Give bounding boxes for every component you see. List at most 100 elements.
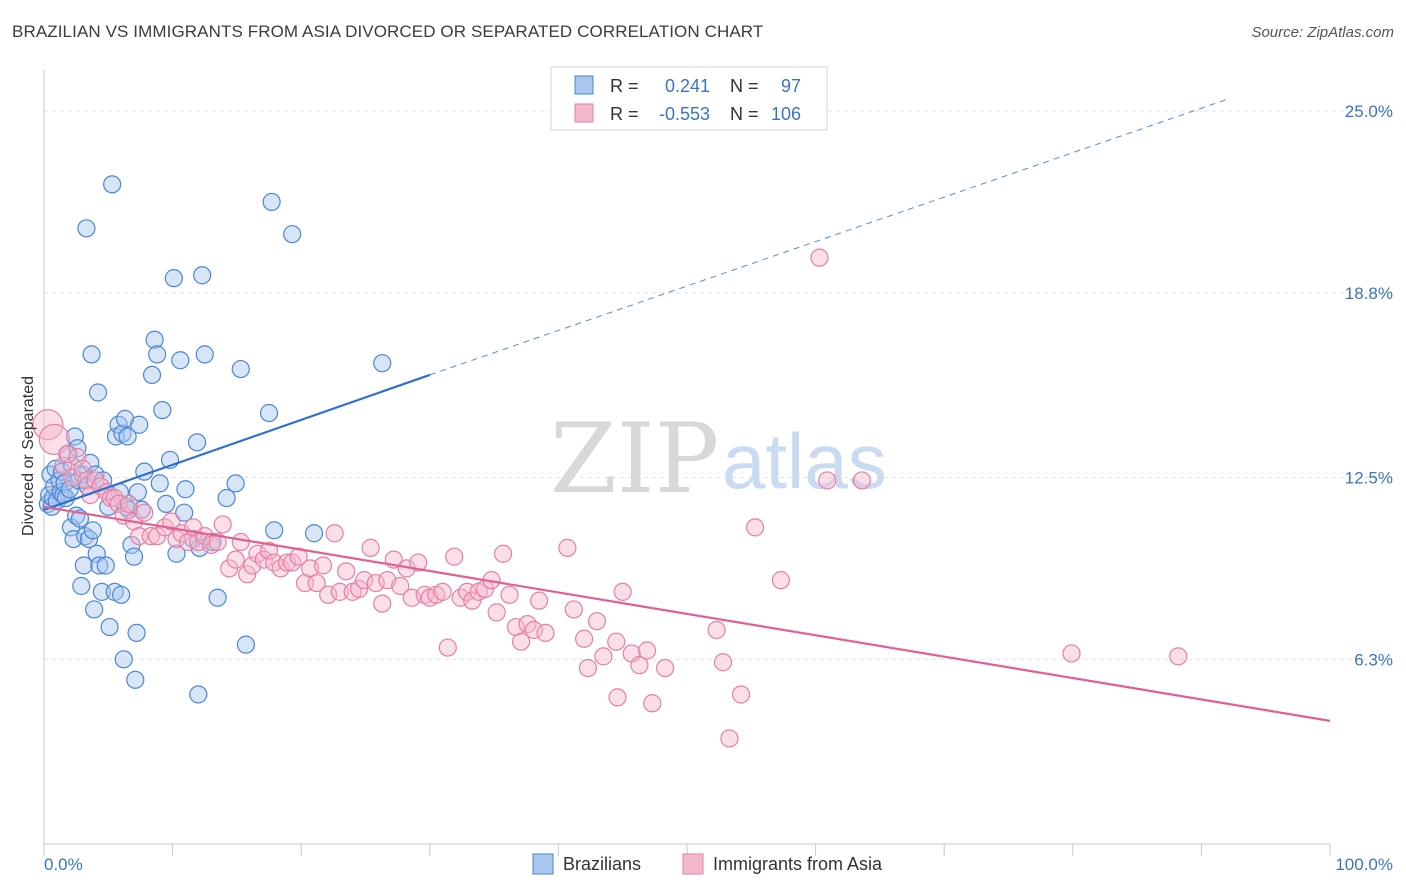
data-point [262,192,281,212]
data-point [58,444,77,464]
data-point [72,576,91,596]
data-point [83,521,102,540]
data-point [254,550,274,569]
data-point [236,635,256,654]
data-point [41,465,60,484]
data-point [142,365,162,385]
data-point [73,459,92,478]
data-point [638,641,657,660]
data-point [243,556,262,575]
data-point [313,556,333,575]
trend-line-brazilians [43,373,431,511]
series-immigrants-from-asia [32,248,1188,748]
data-point [114,650,133,669]
legend-n-label: N = [730,76,759,96]
data-point [167,529,186,549]
data-point [500,585,519,604]
legend-series: Brazilians Immigrants from Asia [532,853,883,875]
data-point [64,529,83,549]
legend-label-brazilians: Brazilians [563,854,641,874]
data-point [512,632,531,651]
watermark-atlas: atlas [722,417,887,505]
legend-n-value: 97 [781,76,801,96]
watermark: ZIP atlas [550,403,887,515]
data-point [208,588,227,607]
y-tick-label: 25.0% [1345,102,1393,121]
data-point [162,512,181,531]
data-point [438,638,457,657]
data-point [487,603,506,622]
data-point [148,345,167,364]
data-point [150,474,169,493]
source-credit: Source: ZipAtlas.com [1251,24,1394,41]
trend-line-immigrants-from-asia [43,505,1331,722]
data-point [195,345,214,364]
data-point [171,351,190,370]
data-point [524,620,544,640]
data-point [231,532,250,552]
data-point [265,521,284,540]
data-point [226,550,245,569]
trend-line-brazilians-extension [429,98,1228,376]
legend-swatch-immigrants-from-asia [574,103,594,123]
data-point [164,269,183,288]
data-point [337,562,356,581]
data-point [119,494,138,514]
data-point [373,354,392,373]
data-point [810,248,829,267]
watermark-zip: ZIP [550,403,719,515]
data-point [575,629,594,648]
data-point [656,658,675,678]
data-point [126,670,145,689]
data-point [283,225,302,244]
data-point [307,573,326,593]
data-point [325,524,344,543]
data-point [349,579,369,599]
data-point [145,330,164,349]
axes [43,70,1331,856]
x-tick-labels: 0.0% 100.0% [44,855,1393,874]
data-point [558,538,577,557]
legend-swatch-brazilians [532,853,554,875]
data-point [259,403,279,423]
data-point [109,494,128,514]
data-point [536,623,555,643]
data-point [259,541,279,560]
data-point [373,594,392,613]
data-point [86,471,105,490]
data-point [319,585,338,604]
data-point [852,471,871,490]
data-point [88,383,108,402]
trend-lines [43,98,1331,722]
data-point [818,471,837,490]
data-point [65,427,84,446]
legend-box [550,66,828,131]
data-point [433,582,452,601]
y-tick-labels: 6.3% 12.5% 18.8% 25.0% [1345,102,1393,669]
legend-label-immigrants-from-asia: Immigrants from Asia [713,854,883,874]
data-point [564,600,583,619]
data-point [587,612,607,631]
data-point [187,433,207,452]
data-point [578,658,598,678]
data-point [127,623,146,643]
data-point [409,553,428,572]
data-point [68,447,87,467]
data-point [231,359,250,379]
data-point [361,538,380,557]
data-point [391,576,410,596]
data-point [643,694,662,713]
data-point [238,565,257,584]
data-point [720,729,739,748]
data-point [74,556,93,575]
data-point [226,474,245,493]
data-point [176,480,195,499]
legend-correlation: R = 0.241 N = 97 R = -0.553 N = 106 [550,66,828,131]
data-point [366,573,385,593]
legend-swatch-immigrants-from-asia [682,853,704,875]
data-point [77,219,96,238]
data-point [189,685,208,704]
data-point [594,647,613,666]
data-point [630,656,649,675]
